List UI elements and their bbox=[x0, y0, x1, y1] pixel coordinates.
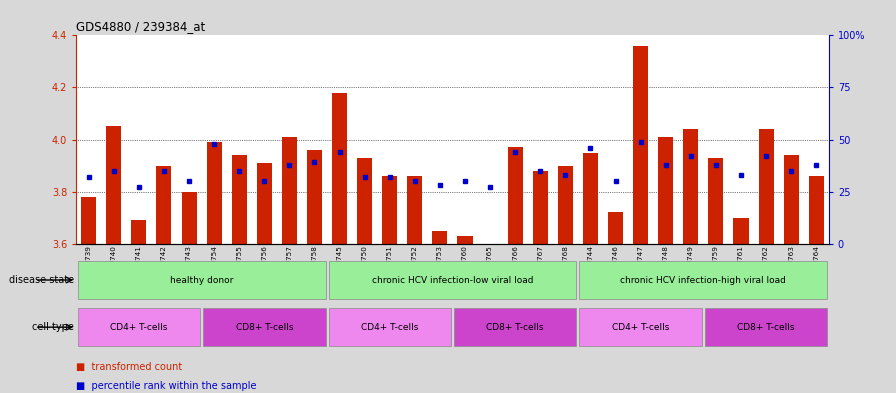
Bar bbox=[157, 165, 171, 244]
Text: CD8+ T-cells: CD8+ T-cells bbox=[487, 323, 544, 332]
Bar bbox=[107, 127, 121, 244]
Bar bbox=[608, 212, 623, 244]
Bar bbox=[483, 244, 497, 252]
Bar bbox=[583, 152, 598, 244]
Bar bbox=[558, 165, 573, 244]
Text: CD4+ T-cells: CD4+ T-cells bbox=[110, 323, 168, 332]
Bar bbox=[454, 308, 576, 346]
Text: chronic HCV infection-low viral load: chronic HCV infection-low viral load bbox=[372, 275, 533, 285]
Bar bbox=[408, 176, 422, 244]
Bar bbox=[458, 236, 472, 244]
Text: healthy donor: healthy donor bbox=[170, 275, 233, 285]
Bar bbox=[329, 261, 576, 299]
Bar bbox=[809, 176, 823, 244]
Bar bbox=[684, 129, 698, 244]
Text: CD8+ T-cells: CD8+ T-cells bbox=[236, 323, 293, 332]
Text: cell type: cell type bbox=[32, 322, 74, 332]
Text: GDS4880 / 239384_at: GDS4880 / 239384_at bbox=[76, 20, 205, 33]
Bar bbox=[709, 158, 723, 244]
Bar bbox=[433, 231, 447, 244]
Bar bbox=[132, 220, 146, 244]
Text: ■  transformed count: ■ transformed count bbox=[76, 362, 183, 373]
Bar bbox=[207, 142, 221, 244]
Bar bbox=[705, 308, 827, 346]
Text: chronic HCV infection-high viral load: chronic HCV infection-high viral load bbox=[620, 275, 787, 285]
Text: CD8+ T-cells: CD8+ T-cells bbox=[737, 323, 795, 332]
Bar bbox=[580, 261, 827, 299]
Text: disease state: disease state bbox=[9, 275, 74, 285]
Bar bbox=[633, 46, 648, 244]
Bar bbox=[203, 308, 325, 346]
Bar bbox=[82, 197, 96, 244]
Bar bbox=[508, 147, 522, 244]
Bar bbox=[533, 171, 547, 244]
Bar bbox=[232, 155, 246, 244]
Bar bbox=[329, 308, 451, 346]
Text: ■  percentile rank within the sample: ■ percentile rank within the sample bbox=[76, 381, 256, 391]
Bar bbox=[659, 137, 673, 244]
Bar bbox=[78, 308, 200, 346]
Bar bbox=[182, 191, 196, 244]
Bar bbox=[784, 155, 798, 244]
Bar bbox=[734, 218, 748, 244]
Bar bbox=[580, 308, 702, 346]
Bar bbox=[307, 150, 322, 244]
Bar bbox=[332, 93, 347, 244]
Bar bbox=[358, 158, 372, 244]
Bar bbox=[282, 137, 297, 244]
Bar bbox=[257, 163, 271, 244]
Bar bbox=[78, 261, 325, 299]
Text: CD4+ T-cells: CD4+ T-cells bbox=[612, 323, 669, 332]
Bar bbox=[759, 129, 773, 244]
Bar bbox=[383, 176, 397, 244]
Text: CD4+ T-cells: CD4+ T-cells bbox=[361, 323, 418, 332]
